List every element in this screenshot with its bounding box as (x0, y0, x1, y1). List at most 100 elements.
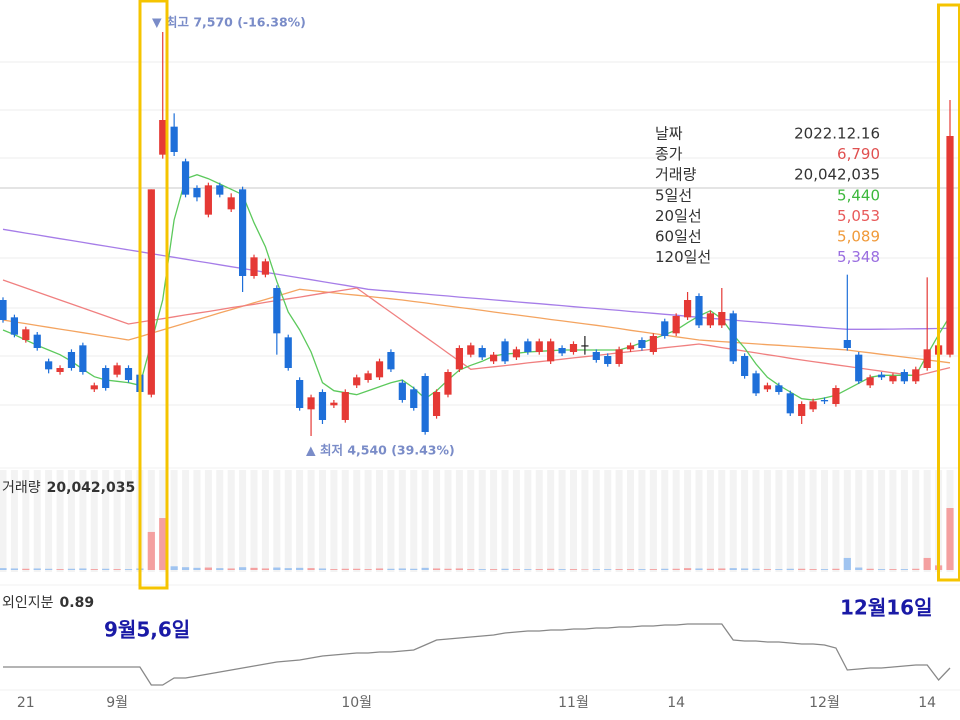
candle-body (615, 349, 623, 364)
x-tick-label: 11월 (558, 695, 589, 711)
candle-body (809, 401, 817, 410)
volume-bar (147, 531, 155, 570)
info-value: 20,042,035 (794, 166, 880, 184)
volume-bar (387, 568, 395, 570)
candle-body (193, 188, 201, 198)
volume-bar (512, 569, 521, 570)
info-label: 종가 (655, 145, 683, 163)
candle-body (775, 385, 783, 392)
candle-body (512, 349, 521, 358)
volume-bar (775, 569, 783, 570)
volume-bar (832, 568, 840, 570)
candle-body (261, 261, 270, 275)
candle-body (923, 349, 931, 368)
volume-bar (159, 518, 167, 570)
candle-body (912, 369, 920, 382)
volume-bar (592, 569, 600, 570)
volume-bar (22, 568, 30, 570)
volume-bar (204, 567, 212, 570)
volume-bar (444, 568, 452, 570)
volume-label: 거래량 20,042,035 (2, 480, 135, 496)
candle-body (855, 354, 863, 382)
candle-body (159, 120, 167, 155)
volume-bar (341, 568, 349, 570)
volume-bar (398, 568, 406, 570)
volume-bar (239, 567, 247, 570)
candle-body (626, 345, 635, 350)
volume-bar (0, 568, 7, 570)
high-label: ▼ 최고 7,570 (-16.38%) (152, 15, 306, 30)
foreign-ownership-line (3, 623, 951, 686)
volume-bar (798, 568, 806, 570)
volume-bar (273, 567, 281, 570)
volume-bar (330, 569, 338, 570)
volume-bar (455, 568, 463, 570)
candle-body (45, 361, 53, 370)
candle-body (239, 189, 247, 276)
volume-bar (900, 569, 908, 570)
candle-body (877, 374, 886, 378)
volume-bar (193, 567, 201, 570)
candle-body (204, 185, 212, 215)
volume-bar (124, 569, 133, 570)
candle-body (569, 344, 578, 352)
candle-body (490, 354, 498, 362)
candle-body (889, 376, 897, 382)
volume-bar (467, 569, 475, 570)
info-value: 5,440 (837, 186, 880, 204)
moving-average-line (2, 174, 951, 401)
candle-body (67, 352, 76, 368)
volume-bar (113, 569, 121, 570)
candle-body (501, 341, 509, 362)
candle-body (706, 313, 714, 326)
volume-bar (604, 569, 612, 570)
volume-bar (786, 568, 794, 570)
candle-body (124, 368, 133, 380)
volume-bar (10, 568, 19, 570)
volume-bar (855, 567, 863, 570)
candle-body (341, 392, 349, 420)
volume-bar (661, 568, 669, 570)
candle-body (524, 341, 532, 352)
volume-bar (729, 568, 737, 570)
candle-body (113, 365, 121, 375)
volume-bar (478, 569, 486, 570)
candle-body (820, 400, 829, 402)
x-tick-label: 14 (667, 695, 685, 711)
volume-bar (227, 568, 235, 570)
volume-name: 거래량 (2, 480, 41, 496)
volume-bar (877, 569, 886, 570)
volume-bar (889, 569, 897, 570)
volume-bar (318, 568, 327, 570)
candle-body (581, 345, 589, 347)
candle-body (375, 361, 384, 378)
volume-bar (718, 568, 726, 570)
info-label: 120일선 (655, 248, 711, 266)
volume-bar (296, 567, 304, 570)
candle-body (181, 161, 190, 195)
candle-body (432, 392, 441, 416)
volume-bar (638, 569, 646, 570)
x-tick-label: 14 (918, 695, 936, 711)
annotation: 9월5,6일 (104, 618, 190, 642)
volume-bar (923, 557, 931, 570)
volume-bar (763, 569, 772, 570)
volume-bar (547, 568, 555, 570)
candle-body (558, 348, 566, 354)
volume-bar (912, 568, 920, 570)
candle-body (364, 373, 372, 380)
info-label: 거래량 (655, 166, 697, 184)
candle-body (729, 313, 737, 362)
volume-bar (375, 568, 384, 570)
candle-body (683, 300, 692, 318)
volume-bar (353, 568, 361, 570)
info-label: 60일선 (655, 228, 702, 246)
candle-body (90, 385, 98, 390)
volume-bar (741, 568, 749, 570)
candle-body (421, 376, 429, 432)
candle-body (33, 334, 41, 348)
volume-bar (250, 567, 258, 570)
